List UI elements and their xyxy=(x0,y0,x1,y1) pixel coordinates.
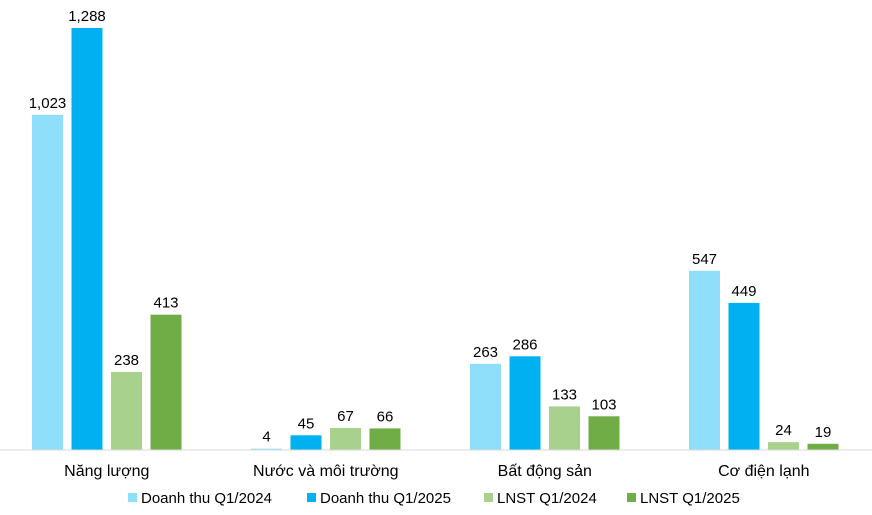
value-label: 1,288 xyxy=(68,8,106,25)
legend-swatch xyxy=(128,493,137,502)
bar-4-1 xyxy=(150,314,182,450)
bars-group xyxy=(32,28,839,451)
value-label: 66 xyxy=(377,408,394,425)
legend-swatch xyxy=(307,493,316,502)
legend-label: LNST Q1/2024 xyxy=(497,490,597,507)
value-label: 449 xyxy=(731,283,756,300)
bar-3-3 xyxy=(549,406,580,450)
bar-1-4 xyxy=(689,270,720,450)
category-label: Nước và môi trường xyxy=(253,463,399,480)
bar-3-4 xyxy=(768,442,799,450)
bar-2-1 xyxy=(71,28,103,450)
value-label: 4 xyxy=(262,429,270,446)
bar-1-3 xyxy=(470,363,501,450)
value-label: 1,023 xyxy=(29,95,67,112)
bar-3-1 xyxy=(111,372,142,450)
bar-1-2 xyxy=(251,448,282,450)
value-label: 413 xyxy=(153,295,178,312)
bar-1-1 xyxy=(32,114,63,451)
value-label: 67 xyxy=(337,408,354,425)
value-labels-group: 1,023 1,288 238 413 4 45 67 66 263 286 133 103 547 44… xyxy=(29,8,832,446)
value-label: 103 xyxy=(591,396,616,413)
category-label: Cơ điện lạnh xyxy=(718,463,809,480)
bar-4-4 xyxy=(807,443,839,450)
value-label: 286 xyxy=(512,336,537,353)
legend-label: Doanh thu Q1/2025 xyxy=(320,490,451,507)
bar-4-2 xyxy=(369,428,401,450)
legend-swatch xyxy=(484,493,493,502)
bar-2-4 xyxy=(728,302,760,450)
legend-swatch xyxy=(627,493,636,502)
value-label: 238 xyxy=(114,352,139,369)
value-label: 24 xyxy=(775,422,792,439)
legend: Doanh thu Q1/2024 Doanh thu Q1/2025 LNST Q… xyxy=(128,490,740,507)
value-label: 19 xyxy=(815,424,832,441)
category-label: Năng lượng xyxy=(64,463,149,480)
value-label: 263 xyxy=(473,344,498,361)
bar-2-3 xyxy=(509,356,541,450)
value-label: 45 xyxy=(298,415,315,432)
legend-label: LNST Q1/2025 xyxy=(640,490,740,507)
value-label: 133 xyxy=(552,386,577,403)
bar-3-2 xyxy=(330,428,361,450)
legend-label: Doanh thu Q1/2024 xyxy=(141,490,272,507)
value-label: 547 xyxy=(692,251,717,268)
bar-2-2 xyxy=(290,435,322,450)
category-label: Bất động sản xyxy=(498,463,592,480)
bar-4-3 xyxy=(588,416,620,450)
category-labels-group: Năng lượng Nước và môi trường Bất động sản… xyxy=(64,463,809,480)
